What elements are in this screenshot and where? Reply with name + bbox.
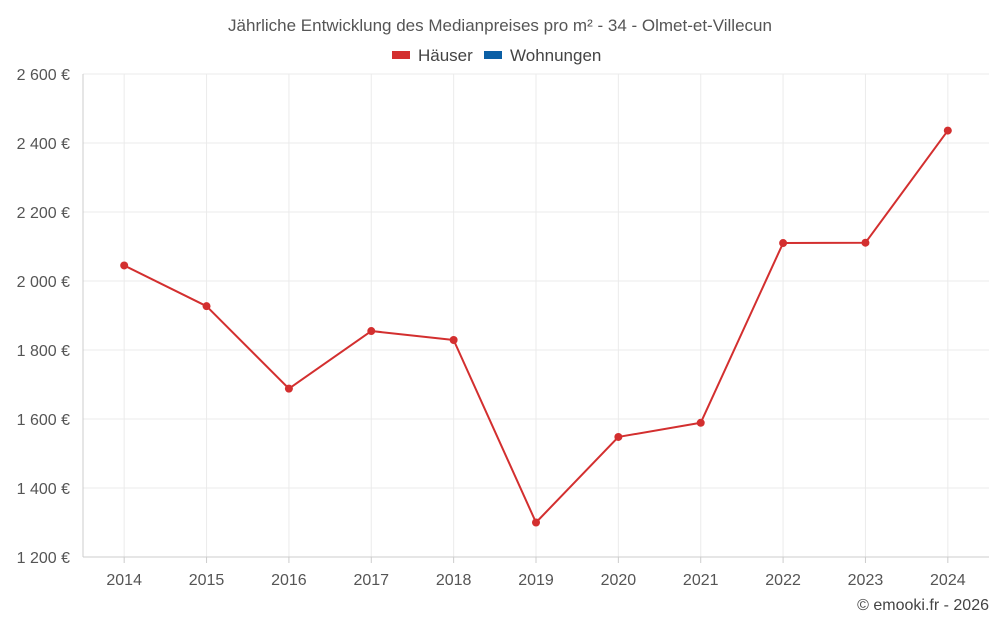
x-tick-label: 2021 bbox=[683, 572, 719, 589]
axes bbox=[82, 74, 989, 563]
legend-item-haeuser[interactable]: Häuser bbox=[392, 46, 473, 65]
legend[interactable]: Häuser Wohnungen bbox=[392, 46, 601, 65]
data-point-2014[interactable] bbox=[120, 261, 129, 270]
y-tick-label: 1 400 € bbox=[17, 481, 70, 498]
y-tick-label: 2 000 € bbox=[17, 274, 70, 291]
data-point-2019[interactable] bbox=[532, 518, 540, 527]
legend-label: Wohnungen bbox=[510, 46, 601, 65]
y-tick-label: 1 800 € bbox=[17, 343, 70, 360]
y-tick-label: 2 600 € bbox=[17, 67, 70, 84]
x-tick-label: 2015 bbox=[189, 572, 225, 589]
x-tick-label: 2017 bbox=[353, 572, 389, 589]
chart-title: Jährliche Entwicklung des Medianpreises … bbox=[228, 16, 772, 35]
data-point-2018[interactable] bbox=[449, 335, 458, 344]
legend-swatch bbox=[392, 51, 410, 59]
x-tick-label: 2022 bbox=[765, 572, 801, 589]
y-tick-label: 2 200 € bbox=[17, 205, 70, 222]
x-axis-ticks: 2014 2015 2016 2017 2018 2019 2020 2021 2022 2023… bbox=[106, 572, 965, 589]
data-point-2023[interactable] bbox=[861, 238, 870, 247]
legend-label: Häuser bbox=[418, 46, 473, 65]
data-point-2015[interactable] bbox=[202, 302, 211, 311]
x-tick-label: 2023 bbox=[848, 572, 884, 589]
x-tick-label: 2014 bbox=[106, 572, 142, 589]
x-tick-label: 2016 bbox=[271, 572, 307, 589]
y-axis-ticks: 1 200 € 1 400 € 1 600 € 1 800 € 2 000 € 2 200… bbox=[17, 67, 70, 567]
legend-swatch bbox=[484, 51, 502, 59]
legend-item-wohnungen[interactable]: Wohnungen bbox=[484, 46, 601, 65]
y-tick-label: 1 200 € bbox=[17, 550, 70, 567]
data-point-2021[interactable] bbox=[696, 418, 705, 427]
data-point-2022[interactable] bbox=[779, 239, 788, 248]
y-tick-label: 1 600 € bbox=[17, 412, 70, 429]
x-tick-label: 2018 bbox=[436, 572, 472, 589]
grid-lines bbox=[83, 73, 989, 558]
series bbox=[120, 126, 952, 527]
data-point-2016[interactable] bbox=[284, 384, 293, 393]
data-point-2020[interactable] bbox=[614, 432, 623, 441]
data-point-2024[interactable] bbox=[943, 126, 952, 135]
x-tick-label: 2019 bbox=[518, 572, 554, 589]
x-tick-label: 2020 bbox=[601, 572, 637, 589]
x-tick-label: 2024 bbox=[930, 572, 966, 589]
y-tick-label: 2 400 € bbox=[17, 136, 70, 153]
credit-text: © emooki.fr - 2026 bbox=[857, 597, 989, 614]
data-point-2017[interactable] bbox=[367, 327, 376, 336]
